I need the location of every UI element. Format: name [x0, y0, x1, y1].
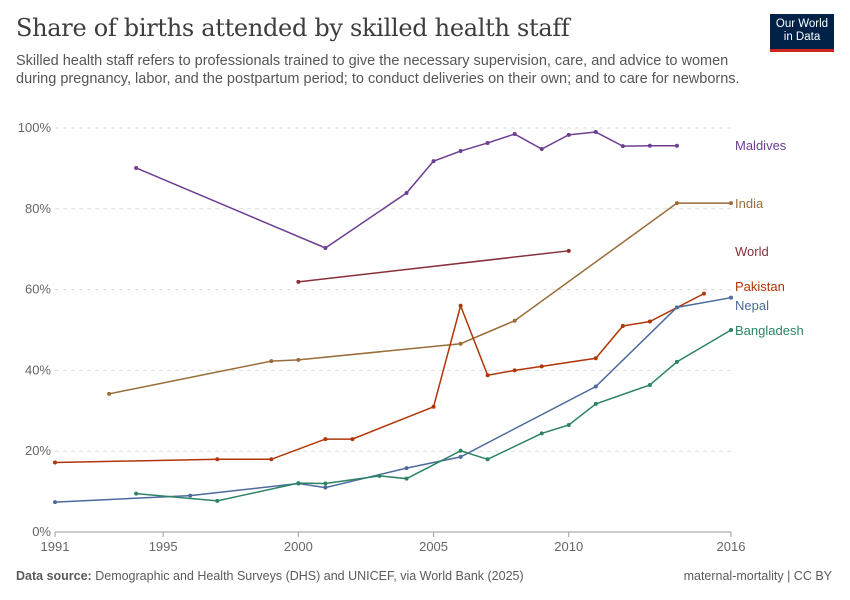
data-point-pakistan: [485, 373, 490, 378]
data-point-maldives: [593, 130, 598, 135]
data-point-maldives: [134, 165, 139, 170]
data-point-bangladesh: [215, 498, 220, 503]
data-point-pakistan: [539, 364, 544, 369]
data-point-pakistan: [701, 291, 706, 296]
data-point-nepal: [404, 466, 409, 471]
data-point-pakistan: [350, 437, 355, 442]
data-point-nepal: [188, 493, 193, 498]
data-point-bangladesh: [729, 328, 733, 332]
series-line-bangladesh: [136, 329, 732, 502]
y-tick-label: 20%: [25, 443, 51, 458]
x-tick-label: 2005: [419, 539, 448, 554]
data-point-pakistan: [512, 368, 517, 373]
series-line-india: [108, 202, 731, 395]
y-tick-label: 80%: [25, 201, 51, 216]
license-text[interactable]: maternal-mortality | CC BY: [683, 569, 832, 583]
data-point-maldives: [485, 140, 490, 145]
data-point-bangladesh: [539, 431, 544, 436]
x-tick-label: 1991: [41, 539, 70, 554]
chart-title: Share of births attended by skilled heal…: [16, 14, 570, 42]
data-point-pakistan: [593, 356, 598, 361]
data-point-pakistan: [215, 457, 220, 462]
data-point-india: [458, 341, 463, 346]
data-point-bangladesh: [674, 359, 679, 364]
data-point-pakistan: [458, 303, 463, 308]
data-point-nepal: [53, 500, 57, 505]
data-point-nepal: [674, 305, 679, 310]
data-point-india: [512, 318, 517, 323]
data-point-maldives: [512, 132, 517, 137]
data-point-pakistan: [431, 404, 436, 409]
series-label-pakistan[interactable]: Pakistan: [735, 279, 785, 294]
data-point-bangladesh: [647, 382, 652, 387]
x-tick-label: 2010: [554, 539, 583, 554]
y-tick-label: 100%: [18, 120, 52, 135]
series-label-maldives[interactable]: Maldives: [735, 138, 787, 153]
data-point-maldives: [647, 143, 652, 148]
data-point-india: [107, 391, 112, 396]
series-line-world: [298, 250, 569, 283]
data-point-bangladesh: [323, 481, 328, 486]
data-point-india: [729, 201, 733, 206]
data-point-bangladesh: [296, 481, 301, 486]
y-tick-label: 60%: [25, 282, 51, 297]
source-text: Demographic and Health Surveys (DHS) and…: [95, 569, 524, 583]
data-source: Data source: Demographic and Health Surv…: [16, 569, 524, 583]
data-point-world: [296, 279, 301, 284]
data-point-bangladesh: [485, 457, 490, 462]
x-tick-label: 2016: [717, 539, 746, 554]
data-point-bangladesh: [593, 401, 598, 406]
data-point-pakistan: [269, 457, 274, 462]
data-point-india: [269, 359, 274, 364]
x-tick-label: 1995: [149, 539, 178, 554]
data-point-india: [296, 357, 301, 362]
data-point-maldives: [404, 191, 409, 196]
data-point-pakistan: [53, 460, 57, 465]
series-line-nepal: [54, 296, 732, 503]
data-point-maldives: [566, 132, 571, 137]
data-point-pakistan: [647, 319, 652, 324]
data-point-bangladesh: [134, 491, 139, 496]
data-point-maldives: [620, 144, 625, 149]
data-point-nepal: [729, 295, 733, 300]
data-point-bangladesh: [458, 448, 463, 453]
data-point-pakistan: [620, 323, 625, 328]
series-label-world[interactable]: World: [735, 244, 769, 259]
data-point-maldives: [323, 245, 328, 250]
series-label-nepal[interactable]: Nepal: [735, 298, 769, 313]
series-line-pakistan: [54, 292, 705, 464]
data-point-maldives: [431, 159, 436, 164]
y-tick-label: 40%: [25, 362, 51, 377]
series-label-bangladesh[interactable]: Bangladesh: [735, 323, 804, 338]
owid-logo[interactable]: Our World in Data: [770, 14, 834, 52]
data-point-nepal: [593, 384, 598, 389]
data-point-nepal: [458, 454, 463, 459]
data-point-bangladesh: [404, 476, 409, 481]
data-point-nepal: [323, 485, 328, 490]
data-point-india: [674, 201, 679, 206]
data-point-maldives: [674, 143, 679, 148]
data-point-bangladesh: [566, 422, 571, 427]
series-label-india[interactable]: India: [735, 196, 764, 211]
data-point-pakistan: [323, 437, 328, 442]
x-tick-label: 2000: [284, 539, 313, 554]
data-point-bangladesh: [377, 473, 382, 478]
data-point-maldives: [458, 149, 463, 154]
series-line-maldives: [135, 131, 677, 249]
source-label: Data source:: [16, 569, 92, 583]
data-point-world: [566, 248, 571, 253]
y-tick-label: 0%: [32, 524, 51, 539]
data-point-maldives: [539, 147, 544, 152]
chart-subtitle: Skilled health staff refers to professio…: [16, 53, 740, 87]
